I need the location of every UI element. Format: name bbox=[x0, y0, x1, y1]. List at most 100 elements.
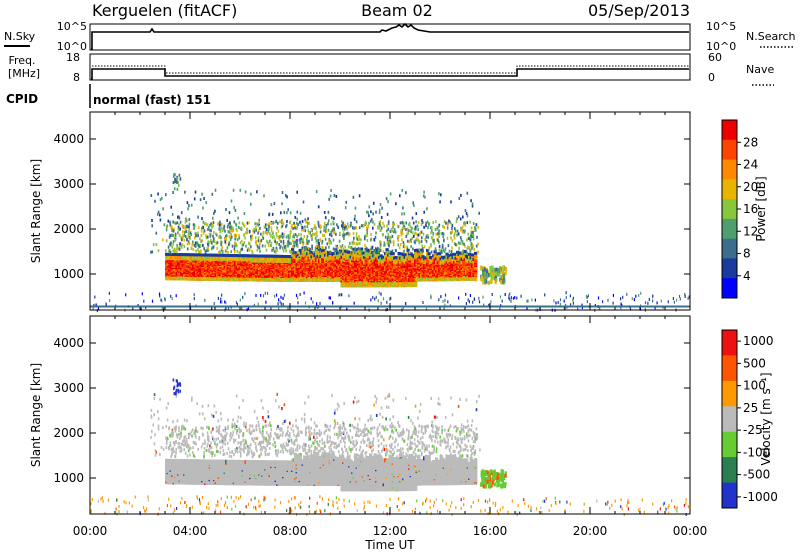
scatter-cell bbox=[376, 296, 377, 299]
scatter-cell bbox=[159, 293, 160, 296]
scatter-cell bbox=[195, 245, 197, 248]
scatter-cell bbox=[613, 294, 614, 297]
scatter-cell bbox=[225, 208, 227, 211]
scatter-cell bbox=[338, 294, 339, 297]
scatter-cell bbox=[514, 296, 515, 299]
scatter-cell bbox=[268, 213, 270, 216]
scatter-cell bbox=[176, 244, 178, 247]
scatter-cell bbox=[226, 219, 228, 222]
cpid-row: CPID normal (fast) 151 bbox=[6, 84, 211, 108]
scatter-cell bbox=[440, 295, 441, 298]
scatter-cell bbox=[424, 245, 426, 248]
scatter-cell bbox=[201, 217, 203, 220]
scatter-cell bbox=[535, 299, 536, 302]
scatter-cell bbox=[380, 203, 382, 206]
scatter-cell bbox=[160, 219, 162, 222]
scatter-cell bbox=[509, 292, 510, 295]
scatter-cell bbox=[296, 191, 298, 194]
scatter-cell bbox=[370, 220, 372, 223]
station-title: Kerguelen (fitACF) bbox=[92, 1, 237, 20]
scatter-cell bbox=[312, 301, 313, 304]
scatter-cell bbox=[374, 298, 375, 301]
scatter-cell bbox=[170, 206, 172, 209]
scatter-cell bbox=[297, 211, 299, 214]
scatter-cell bbox=[423, 233, 425, 236]
scatter-cell bbox=[172, 213, 174, 216]
scatter-cell bbox=[324, 234, 326, 237]
scatter-cell bbox=[353, 196, 355, 199]
scatter-cell bbox=[165, 193, 167, 196]
scatter-cell bbox=[645, 301, 646, 304]
scatter-cell bbox=[179, 217, 181, 220]
scatter-cell bbox=[428, 252, 431, 255]
scatter-cell bbox=[259, 243, 261, 246]
scatter-cell bbox=[185, 218, 187, 221]
scatter-cell bbox=[445, 294, 446, 297]
scatter-cell bbox=[521, 295, 522, 298]
scatter-cell bbox=[386, 301, 387, 304]
scatter-cell bbox=[240, 299, 241, 302]
scatter-cell bbox=[290, 211, 292, 214]
scatter-cell bbox=[336, 195, 338, 198]
scatter-cell bbox=[303, 201, 305, 204]
scatter-cell bbox=[271, 203, 273, 206]
scatter-cell bbox=[587, 300, 588, 303]
scatter-cell bbox=[387, 213, 389, 216]
scatter-cell bbox=[544, 293, 545, 296]
scatter-cell bbox=[402, 253, 405, 256]
scatter-cell bbox=[162, 238, 164, 241]
scatter-cell bbox=[194, 197, 196, 200]
scatter-cell bbox=[438, 192, 440, 195]
scatter-cell bbox=[423, 194, 425, 197]
scatter-cell bbox=[237, 250, 239, 253]
scatter-cell bbox=[372, 296, 373, 299]
nave-label: Nave bbox=[746, 63, 774, 76]
scatter-cell bbox=[181, 211, 183, 214]
scatter-cell bbox=[331, 216, 333, 219]
scatter-cell bbox=[164, 297, 165, 300]
scatter-cell bbox=[398, 252, 401, 255]
scatter-cell bbox=[177, 231, 179, 234]
scatter-cell bbox=[258, 236, 260, 239]
scatter-cell bbox=[257, 249, 259, 252]
scatter-cell bbox=[328, 219, 330, 222]
scatter-cell bbox=[416, 212, 418, 215]
scatter-cell bbox=[195, 250, 197, 253]
scatter-cell bbox=[386, 248, 389, 251]
scatter-cell bbox=[425, 222, 427, 225]
scatter-cell bbox=[354, 218, 356, 221]
scatter-cell bbox=[516, 297, 517, 300]
scatter-cell bbox=[386, 197, 388, 200]
scatter-cell bbox=[378, 299, 379, 302]
scatter-cell bbox=[109, 292, 110, 295]
scatter-cell bbox=[622, 296, 623, 299]
scatter-cell bbox=[278, 302, 279, 305]
scatter-cell bbox=[157, 193, 159, 196]
scatter-cell bbox=[304, 291, 305, 294]
scatter-cell bbox=[450, 253, 453, 256]
scatter-cell bbox=[472, 301, 473, 304]
scatter-cell bbox=[638, 294, 639, 297]
scatter-cell bbox=[202, 207, 204, 210]
scatter-cell bbox=[652, 295, 653, 298]
scatter-cell bbox=[272, 213, 274, 216]
scatter-cell bbox=[482, 296, 483, 299]
scatter-cell bbox=[373, 202, 375, 205]
scatter-cell bbox=[293, 245, 295, 248]
scatter-cell bbox=[237, 303, 238, 306]
scatter-cell bbox=[297, 297, 298, 300]
scatter-cell bbox=[401, 238, 403, 241]
scatter-cell bbox=[218, 228, 220, 231]
scatter-cell bbox=[151, 224, 153, 227]
scatter-cell bbox=[211, 247, 213, 250]
scatter-cell bbox=[221, 301, 222, 304]
scatter-cell bbox=[188, 204, 190, 207]
nsky-panel: N.Sky 10^5 10^0 10^5 10^0 N.Search bbox=[4, 20, 796, 53]
scatter-cell bbox=[254, 222, 256, 225]
scatter-cell bbox=[318, 205, 320, 208]
scatter-cell bbox=[456, 234, 458, 237]
scatter-cell bbox=[460, 218, 462, 221]
scatter-cell bbox=[187, 201, 189, 204]
scatter-cell bbox=[151, 194, 153, 197]
